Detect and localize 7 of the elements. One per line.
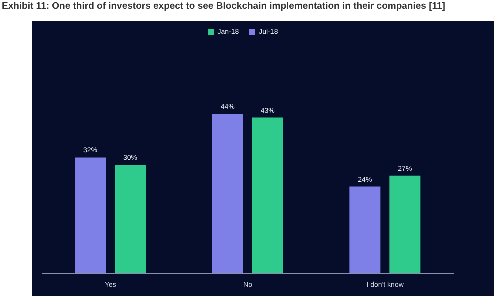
chart-title: Exhibit 11: One third of investors expect to see Blockchain implementation in their companies [11] xyxy=(2,1,446,12)
bar xyxy=(252,118,284,274)
bar xyxy=(390,176,421,274)
bar xyxy=(212,114,244,274)
bar xyxy=(75,158,106,274)
bar xyxy=(350,186,381,274)
bar xyxy=(115,165,146,274)
